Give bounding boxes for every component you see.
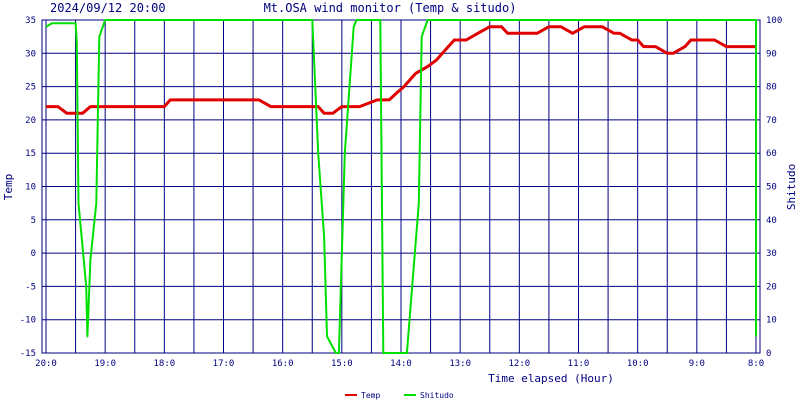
y-right-tick-label: 50: [766, 183, 777, 193]
y-axis-left-ticks: -15 -10 -5 0 5 10 15 20 25 30 35: [20, 16, 36, 359]
y-axis-left-label: Temp: [2, 174, 15, 201]
grid-lines: [42, 19, 760, 354]
x-tick-label: 10:0: [627, 359, 649, 369]
y-left-tick-label: 25: [25, 83, 36, 93]
y-right-tick-label: 100: [766, 16, 782, 26]
legend: Temp Shitudo: [345, 391, 454, 400]
x-tick-label: 11:0: [568, 359, 590, 369]
y-left-tick-label: -15: [20, 349, 36, 359]
y-right-tick-label: 10: [766, 316, 777, 326]
legend-shitudo-label: Shitudo: [420, 391, 454, 400]
x-tick-label: 20:0: [35, 359, 57, 369]
y-right-tick-label: 40: [766, 216, 777, 226]
y-right-tick-label: 70: [766, 116, 777, 126]
y-left-tick-label: 5: [31, 216, 36, 226]
y-right-tick-label: 30: [766, 249, 777, 259]
x-tick-label: 15:0: [331, 359, 353, 369]
x-tick-label: 17:0: [213, 359, 235, 369]
x-tick-label: 18:0: [153, 359, 175, 369]
x-tick-label: 14:0: [390, 359, 412, 369]
series-line-shitudo: [45, 19, 757, 354]
x-tick-label: 19:0: [94, 359, 116, 369]
y-right-tick-label: 20: [766, 282, 777, 292]
series-line-temp: [46, 25, 756, 115]
x-tick-label: 13:0: [449, 359, 471, 369]
y-left-tick-label: 10: [25, 183, 36, 193]
y-right-tick-label: 90: [766, 49, 777, 59]
legend-temp-label: Temp: [361, 391, 380, 400]
y-left-tick-label: 30: [25, 49, 36, 59]
x-tick-label: 8:0: [748, 359, 764, 369]
y-left-tick-label: 20: [25, 116, 36, 126]
x-axis-ticks: 20:0 19:0 18:0 17:0 16:0 15:0 14:0 13:0 12:0 11:0…: [35, 359, 764, 369]
y-right-tick-label: 0: [766, 349, 771, 359]
y-axis-right-ticks: 0 10 20 30 40 50 60 70 80 90 100: [766, 16, 782, 359]
header-datetime: 2024/09/12 20:00: [50, 1, 166, 15]
y-left-tick-label: 15: [25, 149, 36, 159]
x-tick-label: 16:0: [272, 359, 294, 369]
x-tick-label: 12:0: [508, 359, 530, 369]
y-axis-right-label: Shitudo: [785, 164, 798, 210]
y-right-tick-label: 80: [766, 83, 777, 93]
y-left-tick-label: -5: [25, 282, 36, 292]
y-left-tick-label: 35: [25, 16, 36, 26]
x-axis-label: Time elapsed (Hour): [488, 372, 614, 385]
x-tick-label: 9:0: [689, 359, 705, 369]
y-left-tick-label: -10: [20, 316, 36, 326]
y-right-tick-label: 60: [766, 149, 777, 159]
y-left-tick-label: 0: [31, 249, 36, 259]
series-lines: [45, 19, 757, 354]
chart-title: Mt.OSA wind monitor (Temp & situdo): [264, 1, 517, 15]
